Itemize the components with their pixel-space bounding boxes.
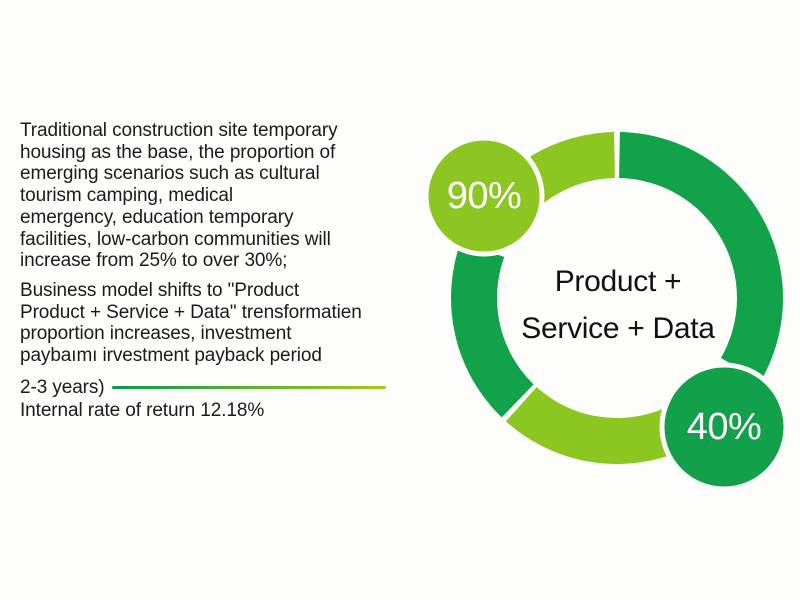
text-line: Traditional construction site temporary — [20, 120, 338, 141]
irr-text: Internal rate of return 12.18% — [20, 400, 265, 422]
bubble-90-circle — [423, 135, 545, 257]
ring-segment-left — [450, 241, 534, 418]
text-line: Business model shifts to "Product — [20, 279, 300, 301]
text-line: emerging scenarios such as cultural — [20, 163, 320, 185]
payback-years-text: 2-3 years) — [20, 376, 105, 398]
description-text-column: Traditional construction site temporary … — [20, 120, 420, 422]
text-line: facilities, low-carbon communities will — [20, 228, 331, 250]
text-line: tourism camping, medical — [20, 185, 234, 207]
center-label-line-2: Service + Data — [521, 312, 715, 345]
business-model-paragraph: Business model shifts to "Product Produc… — [20, 280, 420, 367]
text-line: paybaımı irvestment payback period — [20, 345, 322, 367]
text-line: housing as the base, the proportion of — [20, 141, 336, 163]
text-line: emergency, education temporary — [20, 206, 294, 228]
text-line: increase from 25% to over 30%; — [20, 250, 288, 272]
payback-years-row: 2-3 years) — [20, 377, 420, 399]
scenario-paragraph: Traditional construction site temporary … — [20, 120, 420, 272]
text-line: proportion increases, investment — [20, 323, 292, 345]
text-line: Product + Service + Data" trensformatien — [20, 301, 362, 323]
center-label-line-1: Product + — [554, 265, 682, 298]
bubble-40-circle — [659, 362, 789, 492]
ring-segment-top-right — [619, 132, 783, 381]
gradient-divider-line — [111, 386, 386, 390]
donut-center-label: Product + Service + Data — [500, 258, 736, 352]
